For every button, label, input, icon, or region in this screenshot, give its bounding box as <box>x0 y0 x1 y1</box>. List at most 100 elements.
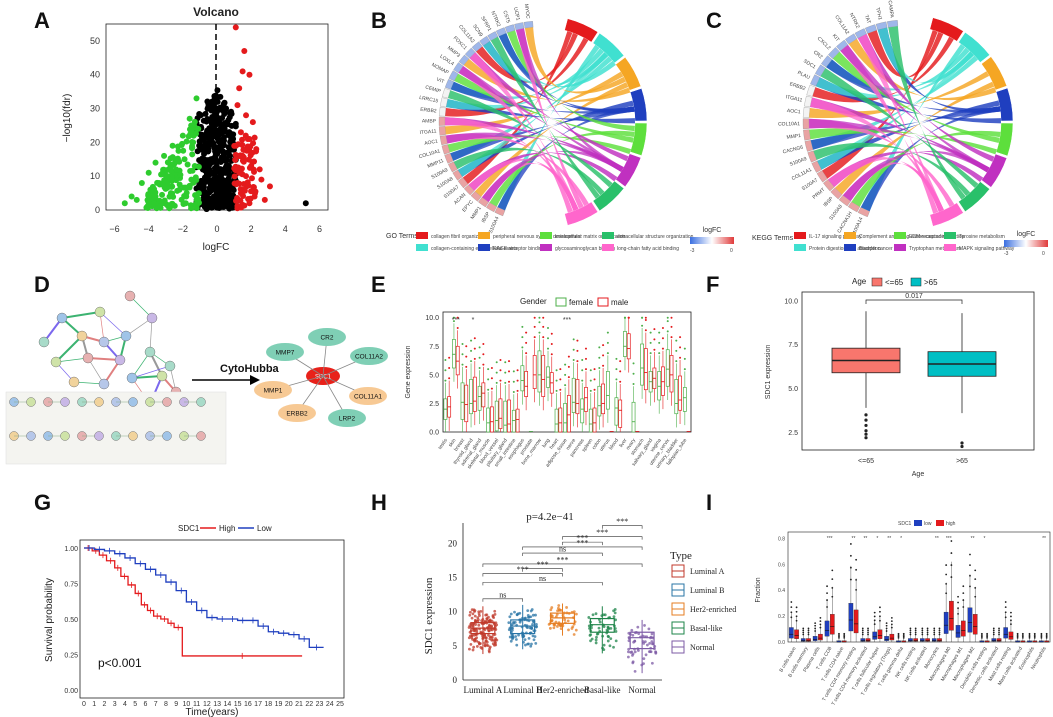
term-label: collagen fibril organization <box>431 234 489 240</box>
immune-outlier <box>902 634 905 637</box>
subtype-box <box>629 631 655 650</box>
subtype-point <box>479 642 482 645</box>
gene-label: IBSP <box>822 195 835 208</box>
gender-outlier <box>567 376 570 379</box>
immune-boxplot: SDC1 low high 0.00.20.40.60.8B cells nai… <box>755 520 1051 707</box>
up-point <box>239 157 246 164</box>
term-label: Bladder cancer <box>859 246 893 252</box>
ns-point <box>215 186 222 193</box>
survival-xtick: 21 <box>295 701 303 708</box>
survival-xtick: 3 <box>113 701 117 708</box>
subtype-comparison-label: *** <box>576 534 588 543</box>
gender-box <box>623 331 627 357</box>
subtype-point <box>472 629 476 633</box>
subtype-point <box>565 606 568 609</box>
hub-node <box>278 404 316 422</box>
down-point <box>187 130 194 137</box>
term-label: extracellular structure organization <box>617 234 694 240</box>
gender-outlier <box>632 362 635 365</box>
up-point <box>239 142 246 149</box>
immune-box <box>889 633 895 641</box>
subtype-point <box>490 636 494 640</box>
up-point <box>243 112 250 119</box>
immune-sig-label: ** <box>887 536 891 542</box>
immune-outlier <box>992 629 995 632</box>
survival-ytick: 0.00 <box>64 688 78 695</box>
legend-low-group-key <box>914 520 922 526</box>
down-point <box>191 163 198 170</box>
subtype-xtick: Normal <box>628 685 656 695</box>
ns-point <box>212 177 219 184</box>
down-point <box>168 176 175 183</box>
gender-xtick: lung <box>541 438 551 449</box>
gender-outlier <box>572 359 575 361</box>
gene-arc <box>804 140 814 152</box>
gender-box <box>515 408 520 433</box>
volcano-xlabel: logFC <box>203 242 230 253</box>
ppi-node <box>144 346 156 358</box>
subtype-point <box>476 618 480 622</box>
immune-outlier <box>945 582 948 585</box>
immune-outlier <box>873 619 876 622</box>
immune-outlier <box>795 615 798 618</box>
gender-outlier <box>679 356 682 359</box>
survival-ytick: 0.25 <box>64 653 78 660</box>
immune-outlier <box>921 631 924 634</box>
gene-label: TAT <box>863 14 872 24</box>
gender-ylabel: Gene expression <box>405 345 412 398</box>
subtype-point <box>550 606 554 609</box>
panel-label-b: B <box>371 8 387 33</box>
subtype-point <box>571 625 575 629</box>
gender-outlier <box>490 377 493 380</box>
gender-outlier <box>542 325 545 328</box>
term-label: extracellular matrix organization <box>555 234 626 240</box>
gender-outlier <box>550 353 553 356</box>
gender-outlier <box>495 381 498 384</box>
up-point <box>247 152 254 159</box>
gender-box <box>580 398 585 424</box>
up-point <box>258 176 265 183</box>
down-point <box>128 193 135 200</box>
immune-outlier <box>926 633 929 636</box>
subtype-point <box>627 650 630 654</box>
gene-label: MYOC <box>523 3 531 19</box>
subtype-point <box>487 615 490 619</box>
volcano-ytick: 0 <box>95 205 100 215</box>
gender-outlier <box>564 384 567 387</box>
gender-box <box>626 333 631 360</box>
subtype-point <box>488 645 492 649</box>
ppi-node <box>124 290 136 302</box>
term-label: Tryptophan metabolism <box>909 246 961 252</box>
age-outlier <box>864 429 868 433</box>
gender-outlier <box>567 355 570 358</box>
gene-arc <box>875 21 888 31</box>
gender-box <box>614 397 619 426</box>
gender-outlier <box>470 360 473 363</box>
immune-outlier <box>933 633 936 636</box>
down-point <box>176 186 183 193</box>
subtype-point <box>479 609 483 613</box>
immune-box <box>853 609 859 634</box>
gene-arc <box>803 129 811 141</box>
ns-point <box>209 133 216 140</box>
ns-point <box>219 115 226 122</box>
subtype-point <box>552 626 556 630</box>
legend-female-key <box>555 297 567 307</box>
ppi-node <box>76 330 88 342</box>
gene-label: MMP1 <box>786 133 801 141</box>
volcano-ytick: 30 <box>90 104 100 114</box>
gender-outlier <box>465 345 468 348</box>
volcano-xtick: −2 <box>178 224 188 234</box>
age-outlier <box>864 413 868 417</box>
ns-point <box>220 188 227 195</box>
ns-point <box>194 148 201 155</box>
hub-node <box>328 409 366 427</box>
ns-point <box>196 185 203 192</box>
kegg-chord-diagram: S100A14CACNA1HS100A8IBSPPRMTS100A7COL11A… <box>752 0 1048 257</box>
subtype-xtick: Luminal A <box>464 685 503 695</box>
gender-outlier <box>619 370 622 373</box>
immune-outlier <box>1021 634 1024 637</box>
gender-box <box>477 385 482 411</box>
immune-outlier <box>1004 606 1007 609</box>
subtype-point <box>594 638 598 642</box>
